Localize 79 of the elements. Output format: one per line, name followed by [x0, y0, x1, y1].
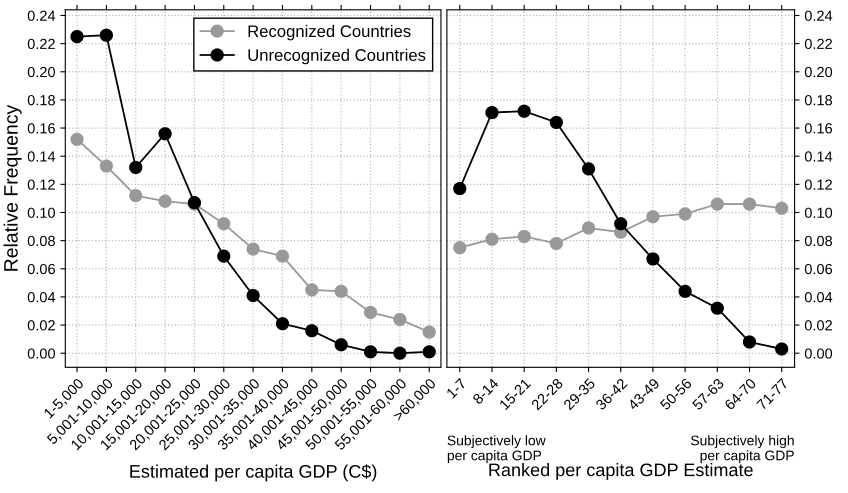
y-tick-label: 0.10: [28, 208, 56, 218]
y-tick-label: 0.04: [804, 292, 832, 302]
point: [485, 232, 499, 246]
point: [364, 345, 378, 358]
point: [453, 241, 466, 254]
point: [276, 317, 290, 330]
y-tick-label: 0.24: [804, 10, 832, 21]
point: [129, 160, 142, 174]
point: [422, 345, 436, 358]
text: Subjectively low per capita GDP: [448, 435, 546, 464]
point: [742, 197, 756, 211]
y-tick-label: 0.00: [804, 348, 832, 359]
point: [678, 207, 692, 220]
y-tick-label: 0.02: [28, 320, 55, 330]
point: [305, 324, 318, 338]
text: Subjectively high per capita GDP: [690, 435, 794, 464]
y-tick-label: 0.00: [28, 348, 56, 359]
y-tick-label: 0.20: [804, 66, 832, 78]
point: [393, 312, 406, 326]
point: [678, 284, 692, 298]
y-tick-label: 0.16: [28, 123, 55, 134]
point: [393, 346, 406, 360]
point: [70, 132, 84, 146]
x-tick-label: 1-7: [446, 378, 467, 399]
point: [246, 288, 260, 302]
y-tick-label: 0.24: [28, 10, 56, 21]
point: [485, 106, 499, 120]
y-tick-label: 0.22: [804, 38, 832, 50]
point: [422, 326, 436, 339]
point: [246, 242, 260, 256]
point: [158, 127, 172, 140]
point: [334, 284, 348, 298]
point: [710, 197, 724, 211]
point: [158, 194, 172, 208]
y-tick-label: 0.14: [28, 151, 56, 162]
point: [646, 252, 660, 266]
point: [518, 230, 531, 244]
point: [710, 302, 724, 315]
y-tick-label: 0.22: [28, 38, 55, 50]
y-tick-label: 0.06: [28, 264, 55, 274]
point: [550, 236, 563, 250]
x-axis-title: Ranked per capita GDP Estimate: [489, 462, 753, 480]
point: [100, 159, 113, 173]
point: [582, 221, 596, 235]
point: [129, 189, 142, 202]
point: [742, 335, 756, 349]
point: [518, 104, 531, 118]
y-tick-label: 0.18: [804, 95, 832, 106]
y-tick-label: 0.14: [804, 151, 832, 162]
point: [550, 116, 563, 130]
legend-label: Recognized Countries: [248, 24, 411, 40]
point: [646, 210, 660, 224]
point: [305, 283, 318, 296]
x-axis-title: Estimated per capita GDP (C$): [130, 464, 376, 482]
y-axis-title: Relative Frequency: [4, 104, 22, 271]
point: [364, 306, 378, 319]
point: [276, 250, 290, 263]
point: [100, 28, 113, 42]
y-tick-label: 0.08: [28, 236, 55, 246]
y-tick-label: 0.12: [28, 179, 55, 190]
y-tick-label: 0.18: [28, 95, 55, 106]
point: [614, 217, 628, 230]
point: [217, 217, 230, 230]
point: [582, 162, 596, 176]
point: [453, 182, 466, 196]
point: [775, 202, 788, 215]
y-tick-label: 0.06: [804, 264, 832, 274]
y-tick-label: 0.02: [804, 320, 832, 330]
y-tick-label: 0.10: [804, 208, 832, 218]
point: [775, 342, 788, 356]
y-tick-label: 0.16: [804, 123, 832, 134]
y-tick-label: 0.20: [28, 66, 56, 78]
legend-label: Unrecognized Countries: [248, 48, 426, 64]
y-tick-label: 0.12: [804, 179, 832, 190]
y-tick-label: 0.04: [28, 292, 56, 302]
point: [334, 338, 348, 352]
point: [70, 30, 84, 44]
y-tick-label: 0.08: [804, 236, 832, 246]
point: [217, 250, 230, 263]
